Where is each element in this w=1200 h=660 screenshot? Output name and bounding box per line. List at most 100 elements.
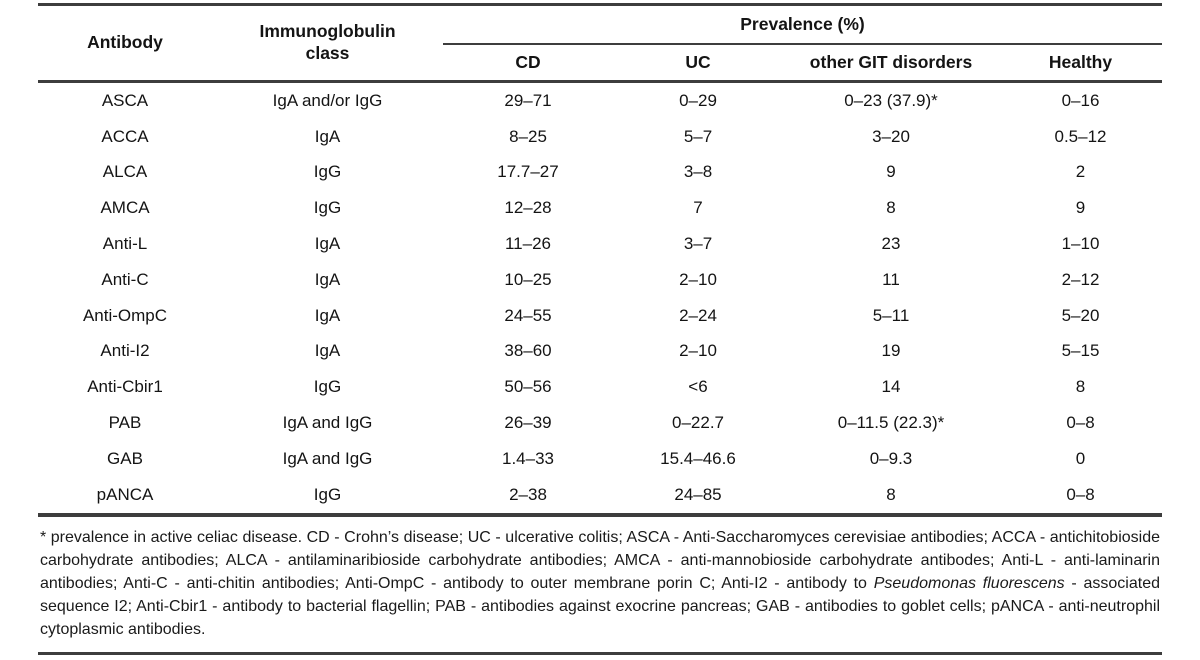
table-cell: 3–7 [683,234,713,254]
table-cell: 10–25 [504,269,552,289]
table-cell: 17.7–27 [497,162,559,182]
table-cell: 2–24 [679,305,717,325]
table-cell: 3–8 [683,162,713,182]
table-row: pANCA IgG 2–38 24–85 8 0–8 [38,477,1162,515]
table-row: Anti-L IgA 11–26 3–7 23 1–10 [38,226,1162,262]
table-footnote: * prevalence in active celiac disease. C… [38,517,1162,655]
table-cell: 1.4–33 [502,448,554,468]
table-cell: 0–8 [1066,484,1095,504]
table-row: PAB IgA and IgG 26–39 0–22.7 0–11.5 (22.… [38,405,1162,441]
table-cell: 2–12 [1061,269,1100,289]
table-cell: 5–7 [683,126,713,146]
table-cell: 19 [881,341,901,361]
table-cell: PAB [108,413,142,433]
table-row: ACCA IgA 8–25 5–7 3–20 0.5–12 [38,119,1162,155]
table-cell: 9 [886,162,896,182]
table-cell: 2 [1075,162,1086,182]
table-cell: 7 [693,198,703,218]
table-cell: Anti-Cbir1 [87,377,163,397]
table-cell: Anti-OmpC [82,305,168,325]
table-cell: 26–39 [504,413,552,433]
table-cell: 29–71 [504,90,552,110]
table-cell: 11–26 [504,234,551,254]
table-row: ALCA IgG 17.7–27 3–8 9 2 [38,155,1162,191]
col-header-healthy: Healthy [1048,51,1113,72]
table-cell: 0–8 [1066,413,1095,433]
table-cell: IgG [313,198,342,218]
table-cell: 9 [1075,198,1086,218]
table-cell: 2–10 [679,269,717,289]
col-header-uc: UC [685,51,711,72]
table-cell: ACCA [101,126,149,146]
table-cell: 2–10 [679,341,717,361]
table-cell: IgA and/or IgG [272,90,383,110]
col-header-immunoglobulin-class: Immunoglobulin class [212,5,443,82]
table-cell: ASCA [101,90,149,110]
table-cell: 24–55 [504,305,552,325]
table-row: Anti-OmpC IgA 24–55 2–24 5–11 5–20 [38,298,1162,334]
table-cell: <6 [688,377,708,397]
table-cell: ALCA [102,162,148,182]
table-cell: 0–29 [679,90,717,110]
table-cell: AMCA [100,198,150,218]
table-cell: 8 [1075,377,1086,397]
table-cell: IgA and IgG [282,448,373,468]
table-cell: GAB [107,448,143,468]
table-cell: Anti-C [101,269,149,289]
table-cell: IgA and IgG [282,413,373,433]
table-cell: IgA [314,126,341,146]
table-row: GAB IgA and IgG 1.4–33 15.4–46.6 0–9.3 0 [38,441,1162,477]
col-header-prevalence: Prevalence (%) [443,4,1163,45]
col-header-other-git-disorders: other GIT disorders [809,51,973,72]
table-cell: 5–20 [1061,305,1100,325]
table-cell: 5–11 [872,305,910,325]
table-cell: 12–28 [504,198,552,218]
table-cell: 38–60 [504,341,552,361]
table-cell: IgA [314,305,341,325]
table-cell: 0–11.5 (22.3)* [837,413,945,433]
table-cell: 8 [886,484,896,504]
table-cell: 0–22.7 [672,413,724,433]
table-cell: IgA [314,269,341,289]
table-cell: 5–15 [1061,341,1100,361]
table-cell: 11 [882,269,900,289]
table-row: ASCA IgA and/or IgG 29–71 0–29 0–23 (37.… [38,82,1162,119]
table-cell: IgA [314,234,341,254]
table-row: Anti-I2 IgA 38–60 2–10 19 5–15 [38,334,1162,370]
table-cell: 15.4–46.6 [660,448,736,468]
table-cell: 0.5–12 [1054,126,1107,146]
table-cell: 8 [886,198,896,218]
footnote-text-part1: * prevalence in active celiac disease. C… [40,528,1160,592]
table-row: Anti-Cbir1 IgG 50–56 <6 14 8 [38,369,1162,405]
table-cell: IgA [314,341,341,361]
header-row-top: Antibody Immunoglobulin class Prevalence… [38,4,1163,63]
table-cell: IgG [313,484,342,504]
table-cell: 3–20 [872,126,910,146]
table-cell: pANCA [96,484,154,504]
table-cell: 2–38 [509,484,547,504]
antibody-prevalence-table: Antibody Immunoglobulin class Prevalence… [38,3,1163,517]
table-cell: 14 [881,377,901,397]
col-header-cd: CD [515,51,541,72]
table-row: AMCA IgG 12–28 7 8 9 [38,190,1162,226]
table-cell: 23 [881,234,901,254]
table-cell: 0–23 (37.9)* [844,90,938,110]
footnote-italic-species-name: Pseudomonas fluorescens [873,574,1065,592]
header-row-sub: CD UC other GIT disorders Healthy [38,44,1162,82]
table-cell: 24–85 [674,484,722,504]
table-cell: 50–56 [504,377,552,397]
table-cell: IgG [313,377,342,397]
footnote-text-part2: - associated sequence I2; Anti-Cbir1 - a… [40,574,1160,638]
table-cell: IgG [313,162,342,182]
table-cell: 0–16 [1061,90,1100,110]
table-row: Anti-C IgA 10–25 2–10 11 2–12 [38,262,1162,298]
table-cell: Anti-I2 [100,341,150,361]
table-cell: Anti-L [102,234,148,254]
col-header-antibody: Antibody [87,32,163,53]
table-cell: 1–10 [1061,234,1100,254]
table-cell: 0 [1075,448,1086,468]
col-header-immunoglobulin-class-label: Immunoglobulin class [259,21,396,63]
table-cell: 8–25 [509,126,547,146]
table-cell: 0–9.3 [869,448,913,468]
